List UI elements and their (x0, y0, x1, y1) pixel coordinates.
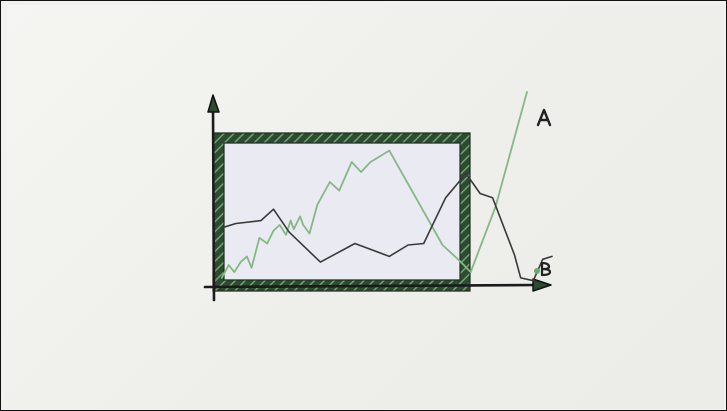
series-label-b-glyph (540, 261, 552, 277)
x-axis-arrowhead (532, 278, 552, 292)
series-b-end-marker (534, 268, 540, 274)
series-a (220, 91, 528, 279)
series-label-b (534, 261, 552, 277)
series-layer (220, 91, 553, 282)
highlight-window-fill (217, 139, 464, 285)
series-b (221, 172, 553, 282)
x-axis-line (203, 283, 540, 289)
y-axis-arrowhead (207, 94, 220, 113)
series-b-line (221, 172, 553, 282)
series-label-a-glyph (536, 108, 552, 127)
series-label-a (536, 108, 552, 127)
axes (203, 94, 552, 302)
y-axis-line (211, 106, 216, 302)
series-a-line (220, 91, 528, 279)
